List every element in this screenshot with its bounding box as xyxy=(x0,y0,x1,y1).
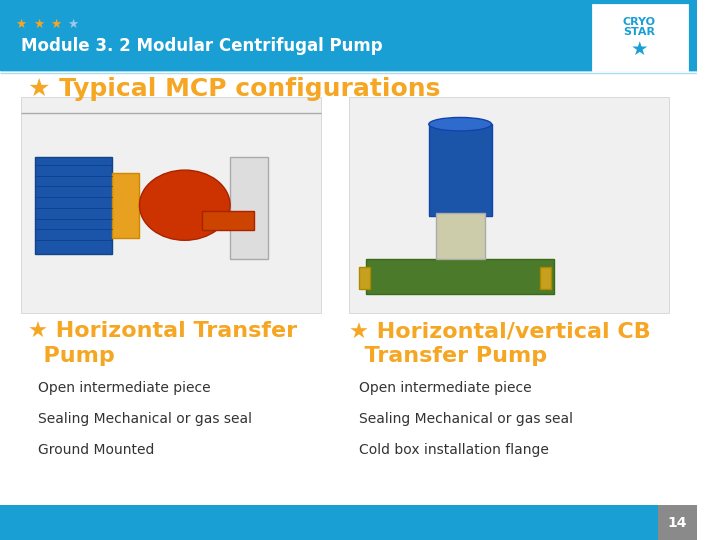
Text: Sealing Mechanical or gas seal: Sealing Mechanical or gas seal xyxy=(359,412,573,426)
Bar xyxy=(21,97,320,313)
Circle shape xyxy=(140,170,230,240)
Text: ★ Horizontal/vertical CB
  Transfer Pump: ★ Horizontal/vertical CB Transfer Pump xyxy=(348,321,650,366)
Bar xyxy=(112,173,140,238)
Text: ★: ★ xyxy=(68,18,78,31)
Text: ★: ★ xyxy=(631,40,648,59)
Text: ★: ★ xyxy=(50,18,61,31)
Text: Cold box installation flange: Cold box installation flange xyxy=(359,443,549,457)
Text: ★ Typical MCP configurations: ★ Typical MCP configurations xyxy=(28,77,440,101)
Bar xyxy=(359,267,369,289)
Text: Sealing Mechanical or gas seal: Sealing Mechanical or gas seal xyxy=(38,412,252,426)
Text: Open intermediate piece: Open intermediate piece xyxy=(359,381,531,395)
Bar xyxy=(0,505,697,540)
Bar xyxy=(429,124,492,216)
Ellipse shape xyxy=(429,117,492,131)
Bar xyxy=(541,267,551,289)
Text: CRYO: CRYO xyxy=(623,17,656,26)
Text: ★: ★ xyxy=(32,18,44,31)
Bar xyxy=(348,97,670,313)
Text: Ground Mounted: Ground Mounted xyxy=(38,443,155,457)
Bar xyxy=(230,157,269,259)
Text: Open intermediate piece: Open intermediate piece xyxy=(38,381,211,395)
Bar xyxy=(657,505,697,540)
Bar xyxy=(366,259,554,294)
Text: Module 3. 2 Modular Centrifugal Pump: Module 3. 2 Modular Centrifugal Pump xyxy=(21,37,382,55)
Text: ★ Horizontal Transfer
  Pump: ★ Horizontal Transfer Pump xyxy=(28,321,297,366)
Bar xyxy=(202,211,254,229)
FancyBboxPatch shape xyxy=(593,5,687,70)
Text: 14: 14 xyxy=(667,516,687,530)
Text: ★: ★ xyxy=(15,18,27,31)
Bar xyxy=(0,0,697,70)
Bar xyxy=(35,157,112,254)
Text: STAR: STAR xyxy=(624,28,655,37)
Bar xyxy=(436,213,485,259)
